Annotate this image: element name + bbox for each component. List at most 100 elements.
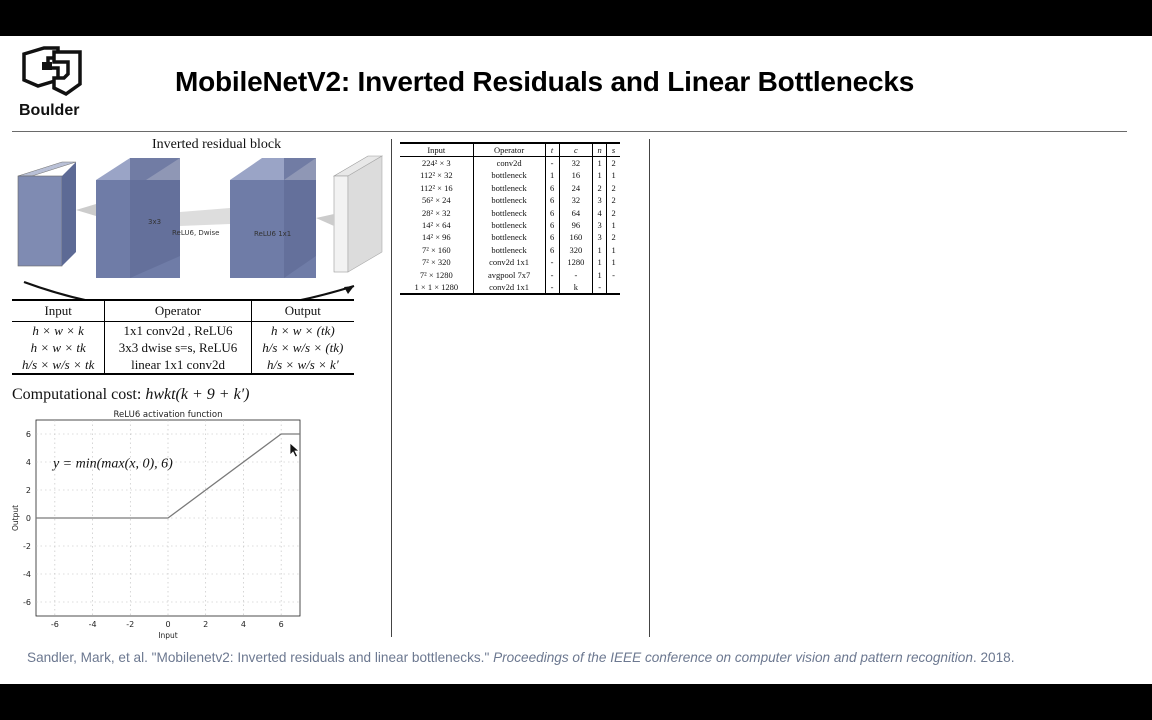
- arch-cell: 4: [592, 206, 607, 220]
- table-row: 112² × 16 bottleneck 6 24 2 2: [400, 181, 620, 195]
- arch-cell: -: [558, 268, 593, 282]
- residual-connection-arc: [23, 280, 355, 300]
- arch-cell: 112² × 16: [420, 182, 453, 193]
- arch-cell: 7² × 1280: [419, 269, 453, 280]
- arch-cell: conv2d 1x1: [472, 256, 546, 269]
- expansion-tensor: [96, 158, 180, 278]
- arch-cell: 64: [558, 206, 593, 220]
- arch-cell: 2: [606, 231, 620, 244]
- arch-cell: 160: [558, 231, 593, 244]
- arch-cell: -: [544, 268, 560, 282]
- op-cell: 3x3 dwise s=s, ReLU6: [104, 339, 252, 356]
- relu-dwise-label: ReLU6, Dwise: [172, 229, 219, 237]
- arch-cell: 1: [606, 169, 620, 182]
- slide-title: MobileNetV2: Inverted Residuals and Line…: [175, 66, 915, 97]
- mouse-cursor-icon: [289, 442, 301, 458]
- op-cell: h/s × w/s × (tk): [250, 339, 354, 356]
- arch-header-input: Input: [400, 142, 474, 157]
- chart-x-tick-label: 0: [165, 620, 170, 629]
- arch-cell: 2: [606, 206, 620, 220]
- arch-cell: 1: [606, 256, 620, 269]
- op-cell: h/s × w/s × k′: [250, 356, 354, 375]
- chart-x-axis-label: Input: [158, 631, 177, 640]
- arch-cell: bottleneck: [472, 231, 546, 244]
- arch-cell: bottleneck: [472, 206, 546, 220]
- table-row: h × w × k 1x1 conv2d , ReLU6 h × w × (tk…: [12, 321, 354, 339]
- arch-cell: 7² × 320: [422, 257, 451, 268]
- table-row: 112² × 32 bottleneck 1 16 1 1: [400, 169, 620, 182]
- arch-cell: k: [558, 281, 593, 296]
- citation-authors: Sandler, Mark, et al.: [27, 650, 152, 665]
- arch-cell: 14² × 64: [422, 220, 451, 231]
- arch-cell: 1: [592, 256, 607, 269]
- slide: Boulder MobileNetV2: Inverted Residuals …: [0, 36, 1152, 684]
- op-cell: h × w × k: [32, 323, 84, 338]
- arch-cell: 14² × 96: [422, 232, 451, 243]
- depthwise-tensor: [230, 158, 316, 278]
- arch-cell: 6: [544, 181, 560, 195]
- arch-cell: 3: [592, 231, 607, 244]
- arch-cell: 1: [592, 169, 607, 182]
- arch-cell: 6: [544, 231, 560, 244]
- chart-x-tick-label: -4: [89, 620, 97, 629]
- citation: Sandler, Mark, et al. "Mobilenetv2: Inve…: [27, 650, 1015, 665]
- cost-label: Computational cost:: [12, 386, 146, 403]
- arch-cell: 3: [592, 194, 607, 207]
- arch-cell: 16: [558, 169, 593, 182]
- arch-cell: 1: [592, 268, 607, 282]
- column-divider-1: [391, 139, 392, 637]
- chart-title: ReLU6 activation function: [114, 410, 223, 420]
- arch-header-n: n: [592, 142, 607, 157]
- chart-x-tick-label: 4: [241, 620, 246, 629]
- arch-cell: 1: [606, 243, 620, 257]
- arch-cell: bottleneck: [472, 219, 546, 232]
- citation-venue: Proceedings of the IEEE conference on co…: [493, 650, 973, 665]
- arch-cell: bottleneck: [472, 243, 546, 257]
- arch-cell: 28² × 32: [422, 207, 451, 218]
- chart-x-tick-label: 6: [279, 620, 284, 629]
- arch-cell: bottleneck: [472, 181, 546, 195]
- computational-cost: Computational cost: hwkt(k + 9 + k′): [12, 386, 250, 404]
- arch-cell: 1: [592, 243, 607, 257]
- arch-cell: 24: [558, 181, 593, 195]
- table-row: 14² × 64 bottleneck 6 96 3 1: [400, 219, 620, 232]
- arch-cell: 1 × 1 × 1280: [400, 281, 474, 296]
- column-divider-2: [649, 139, 650, 637]
- arch-cell: 112² × 32: [420, 170, 453, 181]
- arch-header-operator: Operator: [472, 142, 546, 157]
- chart-y-tick-label: 4: [26, 458, 31, 467]
- arch-header-t: t: [544, 142, 560, 157]
- arch-cell: 32: [558, 156, 593, 170]
- chart-y-tick-label: 6: [26, 430, 31, 439]
- chart-y-tick-label: -2: [23, 542, 31, 551]
- arch-cell: 1: [592, 156, 607, 170]
- op-cell: linear 1x1 conv2d: [104, 356, 252, 375]
- arch-cell: conv2d: [472, 156, 546, 170]
- op-header-input: Input: [12, 299, 105, 322]
- architecture-table: Input Operator t c n s 224² × 3 conv2d -32…: [400, 142, 620, 296]
- cu-logo-icon: [22, 46, 82, 97]
- chart-x-tick-label: -6: [51, 620, 59, 629]
- table-row: 28² × 32 bottleneck 6 64 4 2: [400, 206, 620, 220]
- arch-cell: -: [606, 268, 620, 282]
- chart-series-line: [36, 433, 300, 519]
- arch-cell: 1: [606, 219, 620, 232]
- arch-cell: bottleneck: [472, 169, 546, 182]
- table-row: 7² × 320 conv2d 1x1-1280 1 1: [400, 256, 620, 269]
- arch-cell: 6: [544, 243, 560, 257]
- arch-cell: -: [544, 256, 560, 269]
- table-row: 56² × 24 bottleneck 6 32 3 2: [400, 194, 620, 207]
- chart-x-tick-label: -2: [126, 620, 134, 629]
- operator-table: Input Operator Output h × w × k 1x1 conv…: [12, 299, 354, 375]
- arch-cell: 320: [558, 243, 593, 257]
- op-cell: h × w × (tk): [250, 321, 354, 339]
- arch-cell: 7² × 160: [422, 244, 451, 255]
- citation-paper: "Mobilenetv2: Inverted residuals and lin…: [151, 650, 494, 665]
- op-header-output: Output: [250, 299, 354, 322]
- inverted-residual-diagram: 3x3 ReLU6, Dwise ReLU6 1x1 +: [17, 155, 384, 300]
- arch-cell: -: [544, 156, 560, 170]
- conv3-label: 3x3: [148, 218, 161, 226]
- op-cell: h/s × w/s × tk: [12, 356, 105, 375]
- arch-header-s: s: [606, 142, 620, 157]
- arch-cell: 1: [544, 169, 560, 182]
